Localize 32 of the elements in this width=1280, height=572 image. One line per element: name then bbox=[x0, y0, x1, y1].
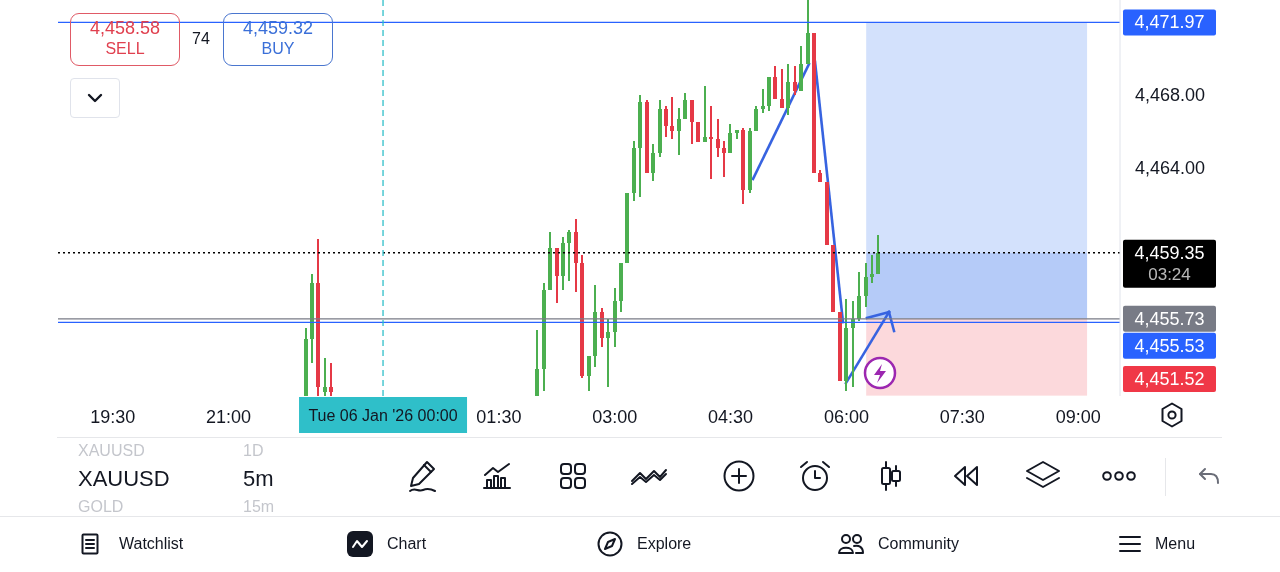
text: XAUUSD bbox=[78, 441, 145, 461]
annotation: BUY bbox=[260, 39, 296, 59]
annotation: 4,458.58 bbox=[88, 17, 162, 39]
text: 5m bbox=[243, 466, 274, 492]
x-tick-label: 09:00 bbox=[1055, 406, 1101, 427]
text: Watchlist bbox=[119, 534, 184, 554]
text: 1D bbox=[243, 441, 264, 461]
x-tick-label: 01:30 bbox=[476, 406, 522, 427]
text: 15m bbox=[243, 497, 275, 517]
x-tick-label: 21:00 bbox=[206, 406, 252, 427]
band-label: 4,451.52 bbox=[1134, 369, 1205, 389]
text: Menu bbox=[1155, 534, 1196, 554]
x-tick-label: 03:00 bbox=[592, 406, 638, 427]
annotation: SELL bbox=[104, 39, 146, 59]
x-tick-label: 19:30 bbox=[90, 406, 136, 427]
x-tick-label: 07:30 bbox=[939, 406, 985, 427]
x-tick-label: Tue 06 Jan '26 00:00 bbox=[308, 407, 458, 424]
annotation: 74 bbox=[192, 30, 210, 47]
text: Explore bbox=[637, 534, 692, 554]
y-tick-label: 4,468.00 bbox=[1134, 84, 1206, 105]
ref-line-label: 4,471.97 bbox=[1134, 12, 1205, 33]
text: GOLD bbox=[78, 497, 124, 517]
ref-line-label: 4,455.53 bbox=[1134, 335, 1205, 356]
x-tick-label: 04:30 bbox=[708, 406, 754, 427]
annotation: 4,459.32 bbox=[241, 17, 315, 39]
x-tick-label: 06:00 bbox=[823, 406, 869, 427]
y-tick-label: 4,464.00 bbox=[1134, 157, 1206, 178]
ref-line-label: 4,459.35 03:24 bbox=[1134, 242, 1205, 285]
ref-line-label: 4,455.73 bbox=[1134, 308, 1205, 329]
text: Community bbox=[878, 534, 959, 554]
text: XAUUSD bbox=[78, 466, 170, 492]
text: Chart bbox=[387, 534, 427, 554]
